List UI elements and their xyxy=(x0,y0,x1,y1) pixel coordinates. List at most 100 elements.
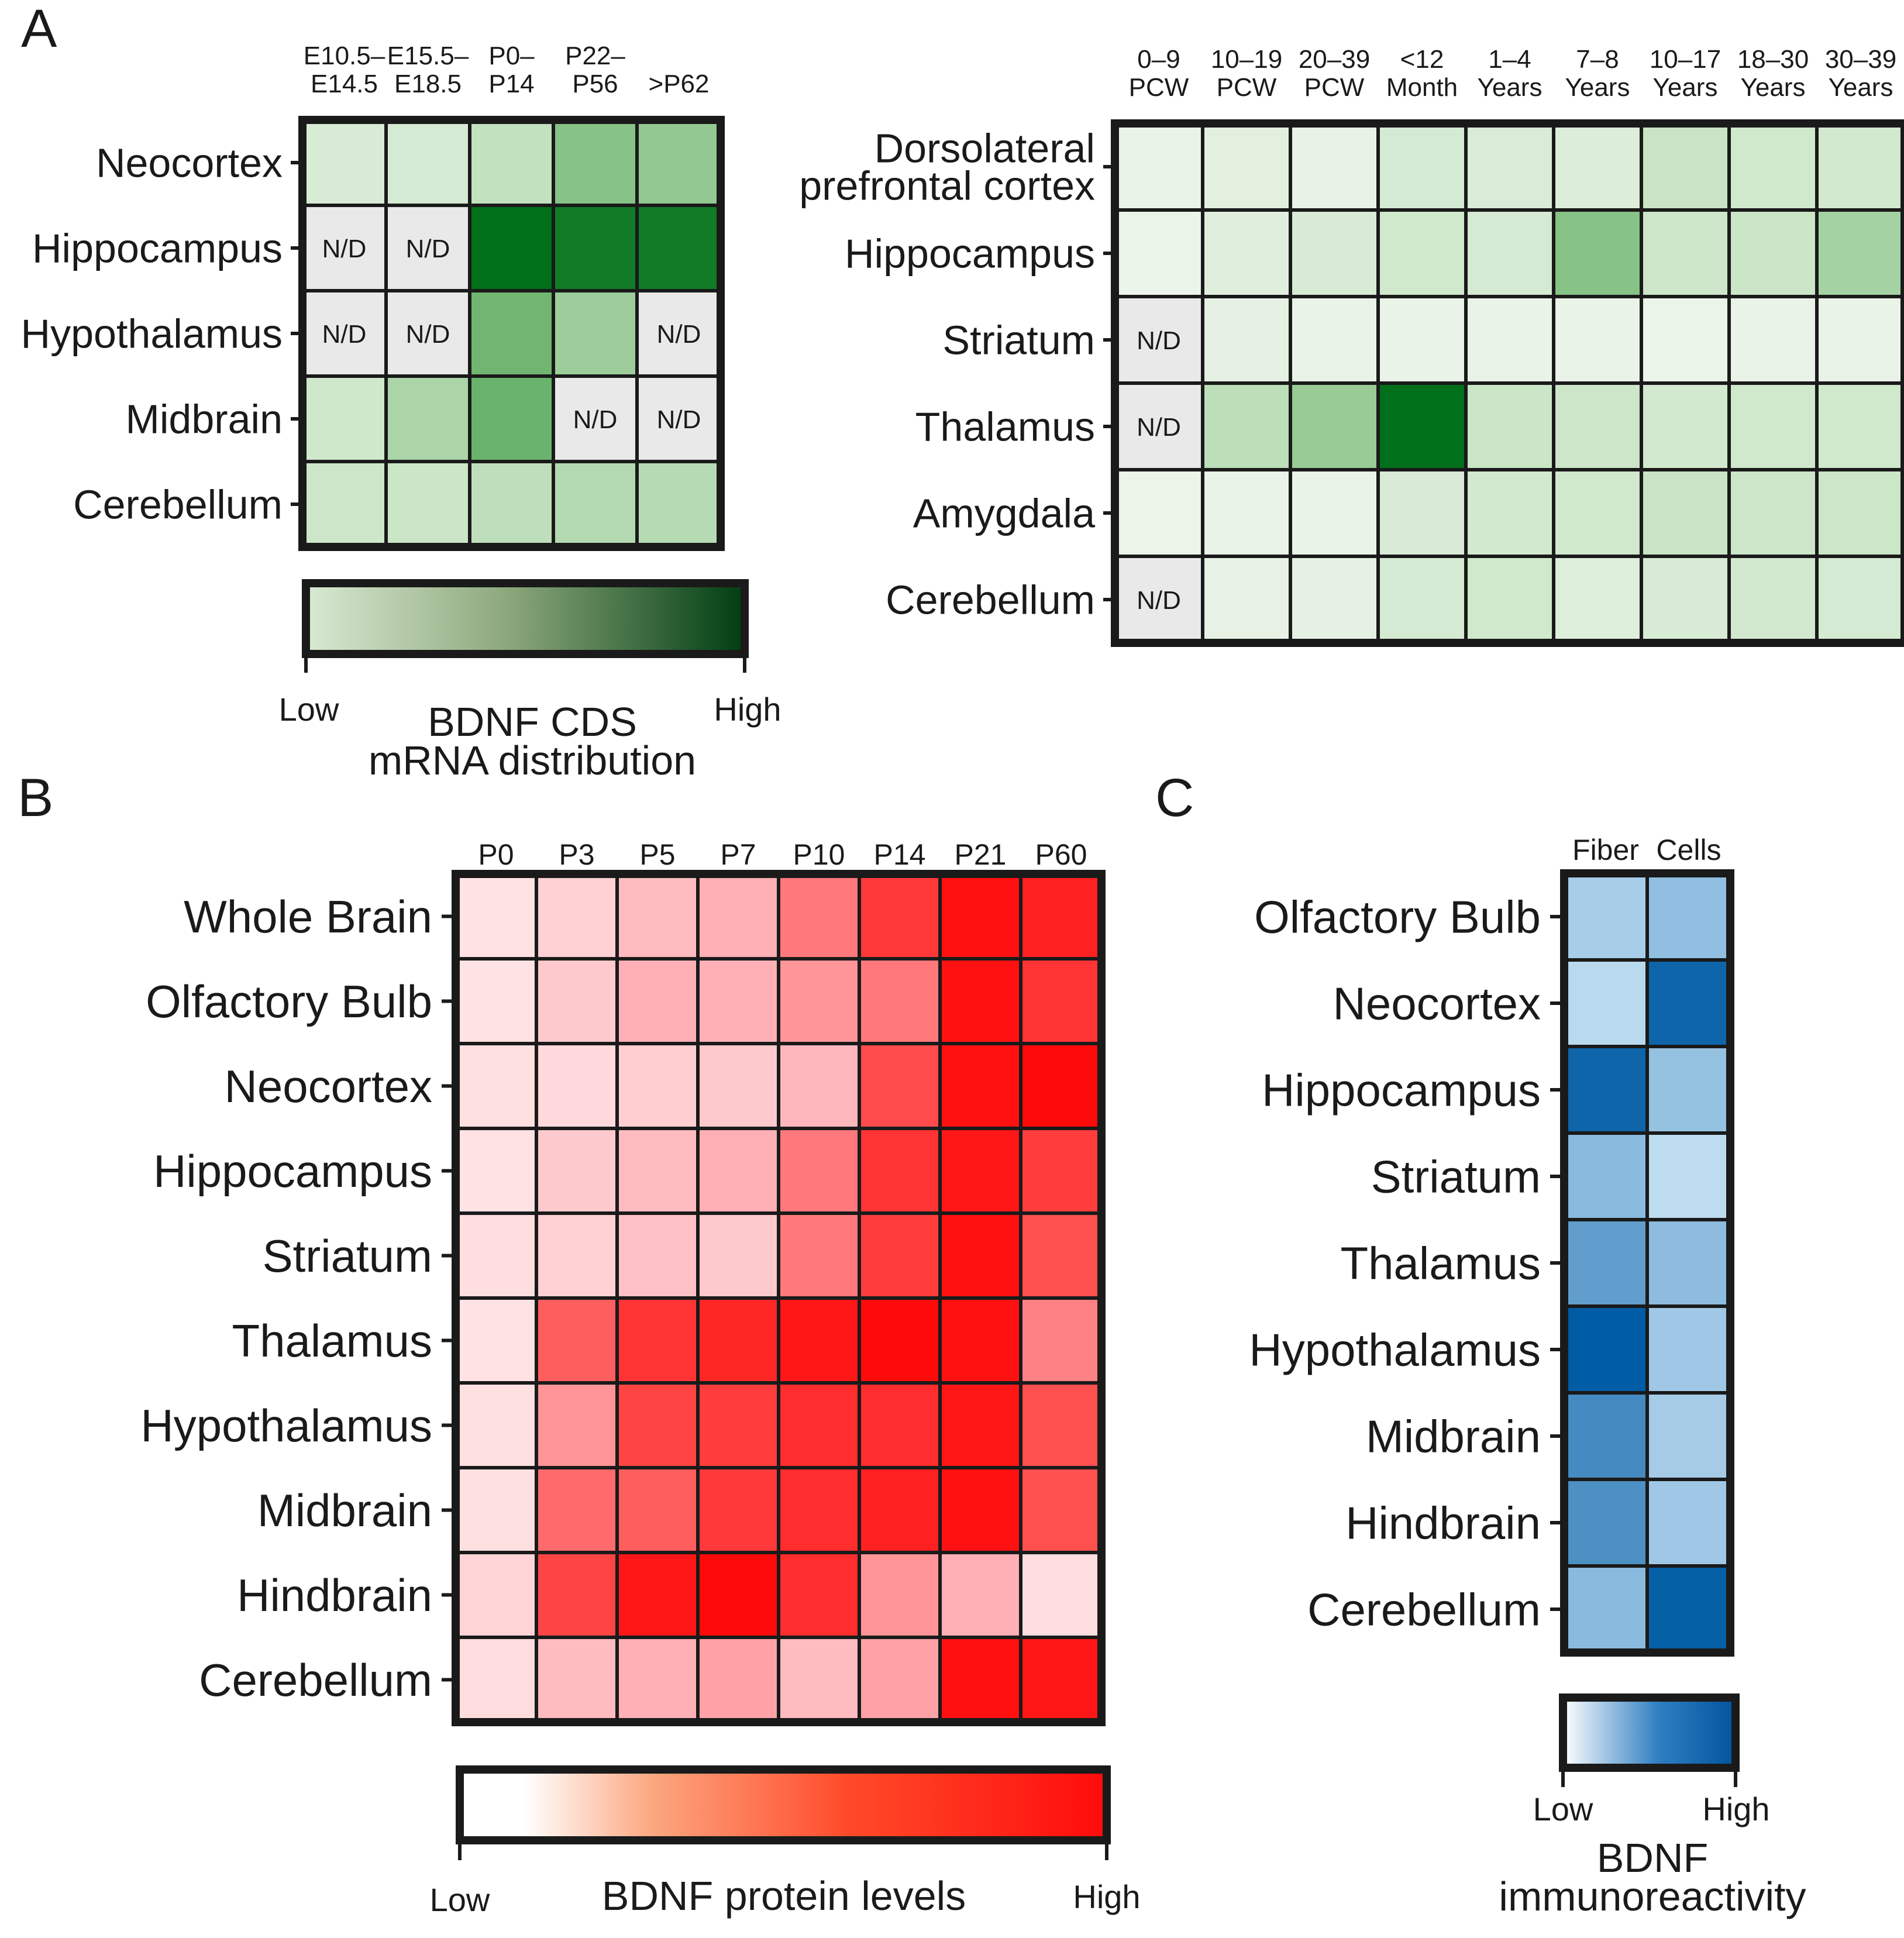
heatmap-cell xyxy=(535,1466,619,1554)
row-label: Hippocampus xyxy=(845,231,1095,277)
heatmap-cell xyxy=(301,460,388,549)
heatmap-cell xyxy=(858,1042,942,1130)
colorbar-mrna-low-label: Low xyxy=(279,691,339,728)
row-label: Neocortex xyxy=(225,1061,433,1112)
heatmap-cell xyxy=(1019,957,1103,1045)
heatmap-cell xyxy=(1562,1131,1649,1221)
row-label: Hypothalamus xyxy=(140,1400,432,1451)
heatmap-cell xyxy=(635,460,722,549)
heatmap-cell xyxy=(454,1127,538,1215)
heatmap-cell xyxy=(858,1127,942,1215)
heatmap-cell xyxy=(1201,555,1292,645)
heatmap-cell xyxy=(1376,208,1468,298)
column-label: 30–39 Years xyxy=(1825,45,1896,102)
heatmap-cell xyxy=(1645,1131,1732,1221)
heatmap-cell xyxy=(535,1211,619,1300)
heatmap-cell xyxy=(938,1127,1022,1215)
heatmap-cell xyxy=(1289,295,1380,385)
column-label: 18–30 Years xyxy=(1737,45,1809,102)
heatmap-cell xyxy=(454,1466,538,1554)
heatmap-cell xyxy=(696,872,780,961)
heatmap-cell xyxy=(777,1381,861,1469)
heatmap-cell xyxy=(1552,295,1643,385)
heatmap-cell xyxy=(938,1466,1022,1554)
heatmap-cell xyxy=(1645,1564,1732,1654)
heatmap-cell xyxy=(1640,208,1731,298)
heatmap-cell xyxy=(1019,1636,1103,1724)
heatmap-cell xyxy=(454,1636,538,1724)
heatmap-cell xyxy=(535,1636,619,1724)
heatmap-cell xyxy=(1727,555,1819,645)
heatmap-cell xyxy=(301,374,388,463)
heatmap-cell xyxy=(1289,468,1380,558)
row-label: Hippocampus xyxy=(32,226,283,271)
heatmap-cell xyxy=(1201,122,1292,212)
column-label: P3 xyxy=(559,838,594,871)
heatmap-cell xyxy=(1289,208,1380,298)
colorbar-protein-high-label: High xyxy=(1073,1878,1140,1915)
row-label: Hindbrain xyxy=(1345,1497,1541,1548)
heatmap-cell xyxy=(1019,1551,1103,1639)
heatmap-cell xyxy=(615,1296,700,1385)
heatmap-cell xyxy=(1464,468,1555,558)
heatmap-cell xyxy=(454,957,538,1045)
heatmap-cell xyxy=(858,1466,942,1554)
heatmap-cell xyxy=(535,1551,619,1639)
heatmap-cell xyxy=(454,1211,538,1300)
heatmap-cell xyxy=(615,872,700,961)
heatmap-cell xyxy=(615,1466,700,1554)
row-label: Cerebellum xyxy=(886,577,1095,623)
heatmap-cell xyxy=(1552,122,1643,212)
column-label: 10–19 PCW xyxy=(1211,45,1282,102)
heatmap-cell xyxy=(552,118,639,207)
heatmap-cell xyxy=(1727,122,1819,212)
heatmap-cell xyxy=(1815,295,1904,385)
row-label: Striatum xyxy=(1371,1151,1541,1202)
heatmap-cell xyxy=(1562,958,1649,1048)
row-label: Olfactory Bulb xyxy=(146,976,432,1027)
heatmap-cell xyxy=(938,872,1022,961)
heatmap-cell xyxy=(777,1042,861,1130)
column-label: 1–4 Years xyxy=(1478,45,1543,102)
heatmap-cell xyxy=(1019,872,1103,961)
colorbar-immunoreactivity-title: BDNF immunoreactivity xyxy=(1499,1835,1806,1919)
heatmap-cell xyxy=(1815,208,1904,298)
heatmap-cell xyxy=(535,1127,619,1215)
heatmap-cell xyxy=(1640,122,1731,212)
heatmap-cell xyxy=(1562,1218,1649,1308)
column-label: P0– P14 xyxy=(488,42,535,98)
heatmap-cell xyxy=(552,374,639,463)
heatmap-cell xyxy=(1376,122,1468,212)
heatmap-cell xyxy=(1376,555,1468,645)
heatmap-cell xyxy=(1727,381,1819,471)
heatmap-cell xyxy=(1645,1045,1732,1135)
heatmap-cell xyxy=(535,1296,619,1385)
column-label: P22– P56 xyxy=(565,42,625,98)
heatmap-cell xyxy=(1201,208,1292,298)
heatmap-cell xyxy=(1815,122,1904,212)
row-label: Hypothalamus xyxy=(21,311,283,357)
column-label: P5 xyxy=(639,838,675,871)
row-label: Whole Brain xyxy=(184,891,432,942)
row-label: Striatum xyxy=(263,1230,432,1282)
heatmap-cell xyxy=(777,1636,861,1724)
column-label: P14 xyxy=(874,838,926,871)
heatmap-cell xyxy=(615,1042,700,1130)
heatmap-cell xyxy=(858,1636,942,1724)
heatmap-cell xyxy=(615,1211,700,1300)
heatmap-cell xyxy=(1645,1218,1732,1308)
heatmap-cell xyxy=(777,872,861,961)
heatmap-cell xyxy=(1552,468,1643,558)
colorbar-immunoreactivity-gradient xyxy=(1559,1693,1740,1772)
nd-label: N/D xyxy=(322,320,367,349)
colorbar-mrna-gradient xyxy=(302,579,749,658)
heatmap-cell xyxy=(1113,468,1204,558)
row-label: Hippocampus xyxy=(153,1145,432,1197)
heatmap-cell xyxy=(1645,872,1732,962)
heatmap-cell xyxy=(696,1296,780,1385)
heatmap-cell xyxy=(1640,468,1731,558)
heatmap-border xyxy=(452,870,1106,1726)
row-label: Hippocampus xyxy=(1262,1064,1541,1116)
panel-label-a: A xyxy=(21,0,57,58)
